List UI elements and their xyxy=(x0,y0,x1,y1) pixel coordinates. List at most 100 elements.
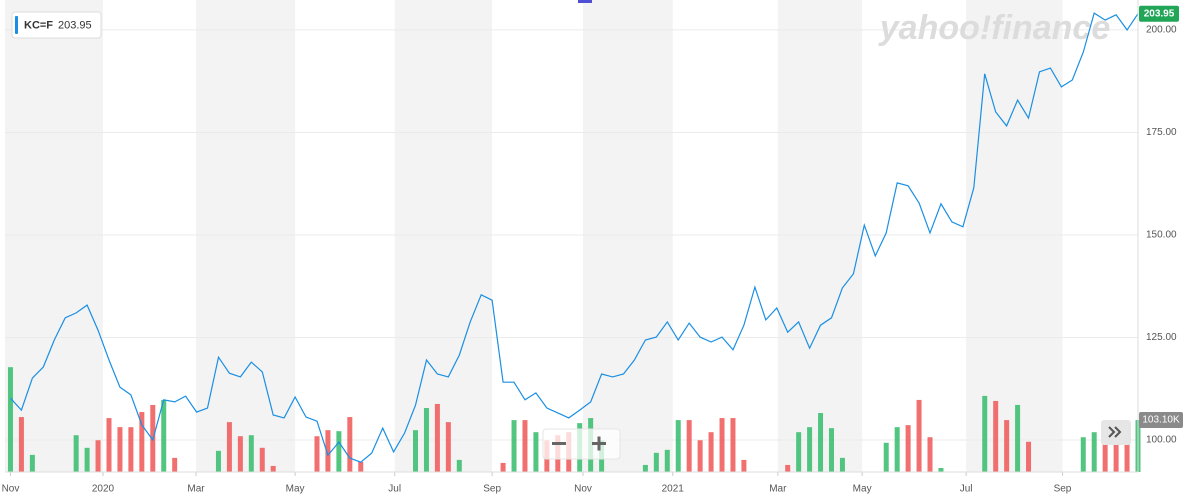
volume-bar xyxy=(741,459,747,472)
volume-bar xyxy=(73,435,79,472)
y-tick-label: 200.00 xyxy=(1146,25,1177,36)
volume-bar xyxy=(1102,430,1108,472)
volume-bar xyxy=(905,425,911,472)
volume-bar xyxy=(237,436,243,472)
volume-bar xyxy=(664,449,670,472)
legend-swatch xyxy=(15,16,18,34)
background-bands xyxy=(5,0,1063,472)
volume-bar xyxy=(347,417,353,472)
zoom-out[interactable] xyxy=(552,442,566,445)
volume-bar xyxy=(818,413,824,472)
volume-bar xyxy=(358,461,364,472)
volume-bar xyxy=(7,367,13,472)
plot xyxy=(10,12,1139,463)
band xyxy=(966,0,1063,472)
volume-bar xyxy=(325,430,331,472)
volume-bar xyxy=(839,457,845,472)
zoom-controls xyxy=(542,428,621,460)
legend: KC=F 203.95 xyxy=(11,11,102,39)
volume-bar xyxy=(445,422,451,472)
volume-bar xyxy=(172,457,178,472)
volume-bar xyxy=(1113,428,1119,472)
x-tick-label: 2021 xyxy=(662,484,685,495)
volume-bar xyxy=(128,427,134,472)
volume-bar xyxy=(336,431,342,472)
x-tick-label: 2020 xyxy=(92,484,115,495)
volume-bar xyxy=(84,447,90,472)
volume-bar xyxy=(807,427,813,472)
x-tick-label: Jul xyxy=(960,484,973,495)
volume-bar xyxy=(423,407,429,472)
volume-bar xyxy=(500,462,506,472)
volume-bar xyxy=(117,427,123,472)
y-tick-label: 100.00 xyxy=(1146,435,1177,446)
volume-bar xyxy=(161,399,167,472)
volume-bar xyxy=(522,420,528,472)
volume-bar xyxy=(730,418,736,472)
watermark: yahoo!finance xyxy=(878,9,1110,47)
volume-bar xyxy=(675,420,681,472)
volume-bar xyxy=(927,437,933,472)
legend-price: 203.95 xyxy=(58,19,92,31)
volume-tag xyxy=(1139,412,1183,429)
volume-bar xyxy=(938,467,944,472)
volume-bar xyxy=(1091,432,1097,472)
volume-bar xyxy=(916,399,922,472)
volume-bar xyxy=(1080,437,1086,472)
volume-bar xyxy=(511,420,517,472)
volume-bar xyxy=(456,459,462,472)
price-tag xyxy=(1139,5,1179,22)
volume-bar xyxy=(226,422,232,472)
volume-bar xyxy=(215,450,221,472)
band xyxy=(5,0,103,472)
volume-bar xyxy=(828,428,834,472)
volume-bar xyxy=(894,427,900,472)
volume-bar xyxy=(1015,404,1021,472)
volume-bar xyxy=(18,417,24,472)
x-tick-label: Sep xyxy=(1054,484,1072,495)
price-line xyxy=(10,12,1139,463)
volume-bar xyxy=(106,418,112,472)
band xyxy=(777,0,863,472)
legend-box xyxy=(11,11,102,39)
volume-bar xyxy=(697,440,703,472)
volume-bar xyxy=(29,454,35,472)
volume-bar xyxy=(982,395,988,472)
x-tick-label: Nov xyxy=(2,484,20,495)
volume-bar xyxy=(686,420,692,472)
x-tick-label: May xyxy=(853,484,872,495)
band xyxy=(196,0,296,472)
volume-bar xyxy=(413,430,419,472)
volume-bar xyxy=(708,432,714,472)
volume-bar xyxy=(533,432,539,472)
volume-bar xyxy=(1124,438,1130,472)
volume-bar xyxy=(314,436,320,472)
volume-tag-label: 103.10K xyxy=(1142,415,1180,426)
y-tick-label: 125.00 xyxy=(1146,332,1177,343)
volume-bar xyxy=(883,442,889,472)
x-tick-label: Nov xyxy=(574,484,592,495)
volume-bar xyxy=(95,440,101,472)
zoom-box xyxy=(542,428,621,460)
volume-bar xyxy=(719,418,725,472)
volume-bar xyxy=(139,412,145,472)
expand-button[interactable] xyxy=(1101,420,1131,445)
legend-symbol: KC=F xyxy=(24,19,53,31)
band xyxy=(582,0,673,472)
volume-bar xyxy=(993,400,999,472)
volume-bar xyxy=(1026,441,1032,472)
x-tick-label: Mar xyxy=(187,484,205,495)
x-tick-label: May xyxy=(286,484,305,495)
range-handle[interactable] xyxy=(578,0,592,3)
price-tag-label: 203.95 xyxy=(1144,8,1175,19)
volume-bar xyxy=(434,403,440,472)
zoom-in[interactable] xyxy=(592,436,606,451)
x-tick-label: Sep xyxy=(483,484,501,495)
x-tick-label: Mar xyxy=(769,484,787,495)
y-tick-label: 150.00 xyxy=(1146,230,1177,241)
volume-bar xyxy=(653,452,659,472)
volume-bar xyxy=(1004,420,1010,472)
volume-bar xyxy=(270,465,276,472)
volume-bar xyxy=(259,447,265,472)
